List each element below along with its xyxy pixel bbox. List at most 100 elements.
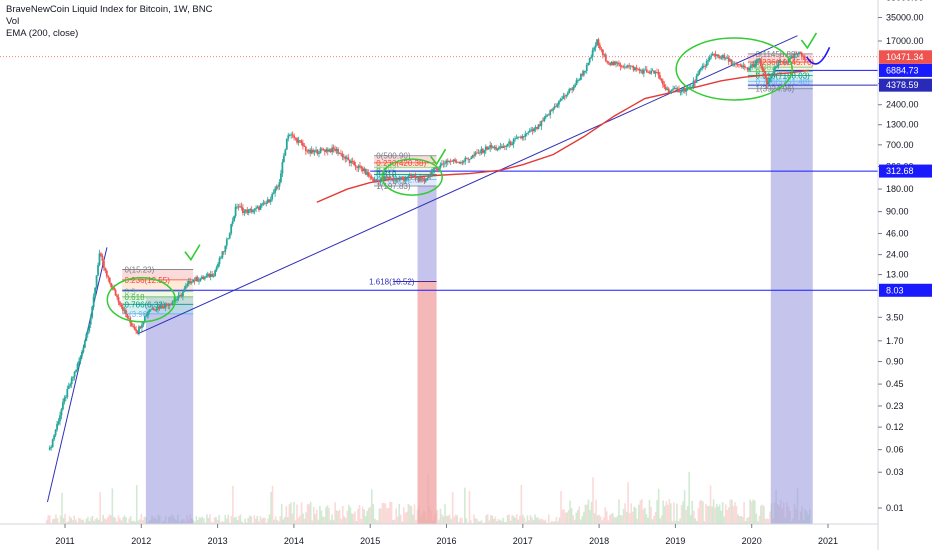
volume-bar <box>715 504 718 524</box>
volume-bar <box>720 510 723 524</box>
volume-bar <box>631 511 634 524</box>
candle-body <box>787 58 790 63</box>
volume-bar <box>297 517 300 524</box>
candle-body <box>263 202 266 204</box>
candle-body <box>800 52 803 57</box>
volume-bar <box>296 504 298 524</box>
candle-body <box>711 53 714 56</box>
volume-bar <box>767 519 770 524</box>
volume-bar <box>233 517 236 524</box>
shade-2012 <box>145 297 194 524</box>
candle-body <box>783 61 786 63</box>
candle-body <box>271 193 274 200</box>
candle-body <box>525 132 528 134</box>
candle-body <box>419 176 421 182</box>
volume-bar <box>85 518 88 524</box>
volume-bar <box>113 516 115 524</box>
volume-bar <box>717 506 719 524</box>
volume-bar <box>140 514 143 524</box>
price-badge-bg <box>879 63 932 77</box>
candle-body <box>789 57 792 59</box>
candle-body <box>650 70 653 74</box>
volume-bar <box>250 516 253 524</box>
volume-bar <box>445 515 448 524</box>
candle-body <box>378 180 380 183</box>
candle-body <box>360 166 363 169</box>
x-tick-label: 2020 <box>742 536 762 546</box>
candle-body <box>326 149 329 152</box>
volume-bar <box>413 504 416 524</box>
volume-bar <box>312 506 315 524</box>
y-tick-label: 700.00 <box>886 140 914 150</box>
candle-body <box>285 138 288 150</box>
candle-body <box>146 311 149 316</box>
candle-body <box>323 150 326 152</box>
volume-bar <box>96 517 98 524</box>
volume-bar <box>372 504 375 524</box>
candle-body <box>694 80 696 83</box>
candle-body <box>552 108 555 111</box>
fib-2020-label: 0(11458.88) <box>756 50 799 59</box>
candle-body <box>246 209 249 214</box>
volume-bar <box>335 510 338 524</box>
candle-body <box>580 74 582 80</box>
cycle-shading <box>145 79 813 524</box>
candle-body <box>445 160 448 164</box>
candle-body <box>511 144 514 146</box>
volume-bar <box>82 519 85 524</box>
candle-body <box>249 209 252 210</box>
volume-bar <box>528 520 530 524</box>
candle-body <box>427 175 430 179</box>
candle-body <box>154 309 156 311</box>
volume-bar <box>102 514 104 524</box>
candle-body <box>237 206 240 208</box>
volume-bar <box>514 517 517 524</box>
volume-bar <box>547 514 550 524</box>
candle-body <box>332 147 335 150</box>
candle-body <box>784 61 787 63</box>
volume-bar <box>714 507 716 524</box>
volume-bar <box>567 509 570 524</box>
candle-body <box>50 447 53 448</box>
volume-bar <box>206 514 208 524</box>
candle-body <box>477 152 480 154</box>
volume-bar <box>311 520 314 524</box>
volume-bar <box>209 514 211 524</box>
volume-bar <box>662 500 665 524</box>
check-icon <box>184 244 201 262</box>
candle-body <box>625 66 628 68</box>
volume-bar <box>570 508 573 524</box>
candle-body <box>748 67 751 71</box>
volume-bar <box>691 500 694 524</box>
price-badge-bg <box>879 164 932 178</box>
volume-bar <box>59 515 62 524</box>
candle-body <box>439 164 442 168</box>
candle-body <box>455 161 458 163</box>
candle-body <box>773 68 775 74</box>
volume-bar <box>619 515 622 524</box>
fib-2015-band <box>374 170 437 175</box>
volume-bar <box>546 522 549 524</box>
candle-body <box>201 276 203 279</box>
candle-body <box>641 70 644 74</box>
volume-bar <box>267 518 269 524</box>
candle-body <box>520 136 522 139</box>
candle-body <box>421 177 424 179</box>
candle-body <box>230 224 233 234</box>
volume-bar <box>244 518 246 524</box>
volume-bar <box>663 506 666 524</box>
candle-body <box>278 182 281 187</box>
candle-body <box>410 174 413 176</box>
candle-body <box>170 303 173 305</box>
volume-bar <box>615 517 617 524</box>
volume-bar <box>680 505 683 524</box>
volume-bar <box>258 521 260 524</box>
candle-body <box>82 347 85 352</box>
candle-body <box>483 150 486 153</box>
volume-bar <box>441 514 443 524</box>
volume-bar <box>486 514 489 524</box>
time-axis[interactable]: 2011 2012 2013 2014 2015 2016 2017 2018 2019 2020… <box>0 523 878 546</box>
candle-body <box>386 177 389 179</box>
volume-bar <box>641 499 643 524</box>
